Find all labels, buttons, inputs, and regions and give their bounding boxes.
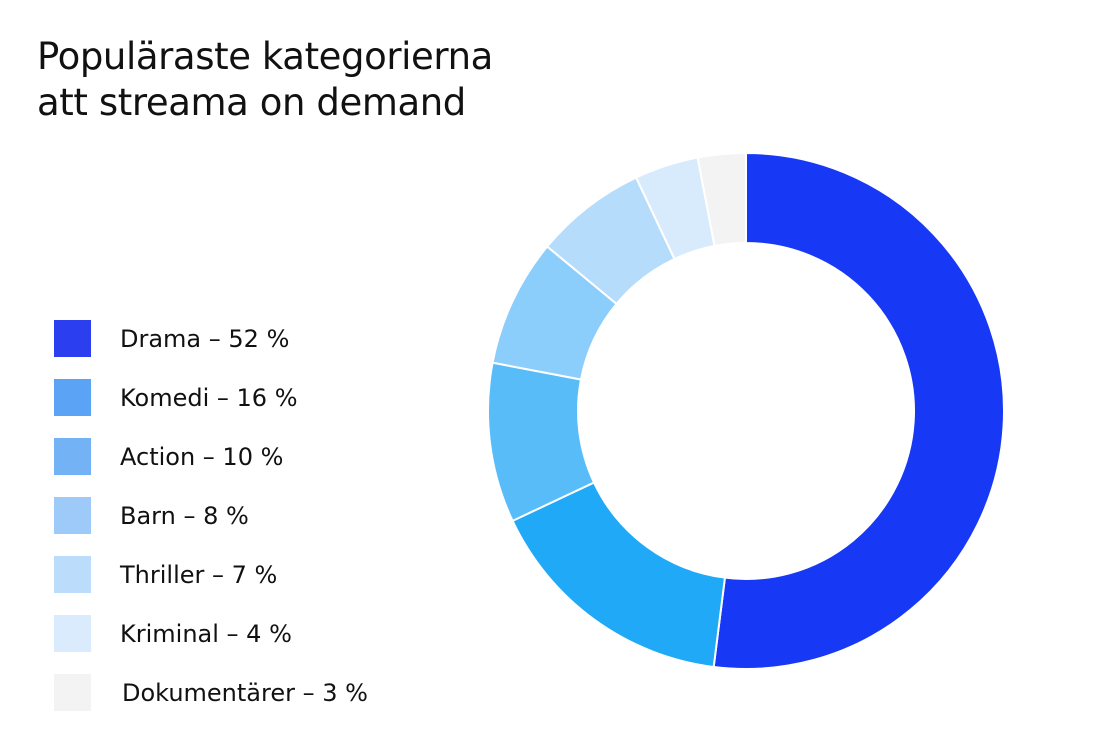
legend-swatch-thriller bbox=[54, 556, 91, 593]
donut-slice-komedi bbox=[511, 481, 727, 669]
legend-item-thriller: Thriller – 7 % bbox=[54, 556, 277, 593]
legend-item-komedi: Komedi – 16 % bbox=[54, 379, 298, 416]
legend-swatch-komedi bbox=[54, 379, 91, 416]
legend-label-komedi: Komedi – 16 % bbox=[120, 383, 298, 412]
legend-label-drama: Drama – 52 % bbox=[120, 324, 290, 353]
legend-label-kriminal: Kriminal – 4 % bbox=[120, 619, 292, 648]
legend-swatch-drama bbox=[54, 320, 91, 357]
legend-item-dokumentarer: Dokumentärer – 3 % bbox=[54, 674, 368, 711]
donut-slice-dokumentarer bbox=[696, 151, 747, 248]
legend-swatch-action bbox=[54, 438, 91, 475]
legend-item-barn: Barn – 8 % bbox=[54, 497, 249, 534]
legend-item-action: Action – 10 % bbox=[54, 438, 283, 475]
legend-swatch-dokumentarer bbox=[54, 674, 91, 711]
chart-title: Populäraste kategorierna att streama on … bbox=[37, 34, 557, 126]
legend-swatch-barn bbox=[54, 497, 91, 534]
legend-label-action: Action – 10 % bbox=[120, 442, 284, 471]
legend-swatch-kriminal bbox=[54, 615, 91, 652]
chart-title-line-1: Populäraste kategorierna bbox=[37, 35, 493, 78]
legend-item-drama: Drama – 52 % bbox=[54, 320, 289, 357]
legend-label-dokumentarer: Dokumentärer – 3 % bbox=[122, 678, 368, 707]
legend-label-thriller: Thriller – 7 % bbox=[120, 560, 278, 589]
legend-label-barn: Barn – 8 % bbox=[120, 501, 249, 530]
legend-item-kriminal: Kriminal – 4 % bbox=[54, 615, 292, 652]
donut-slice-drama bbox=[712, 151, 1005, 670]
chart-title-line-2: att streama on demand bbox=[37, 81, 466, 124]
